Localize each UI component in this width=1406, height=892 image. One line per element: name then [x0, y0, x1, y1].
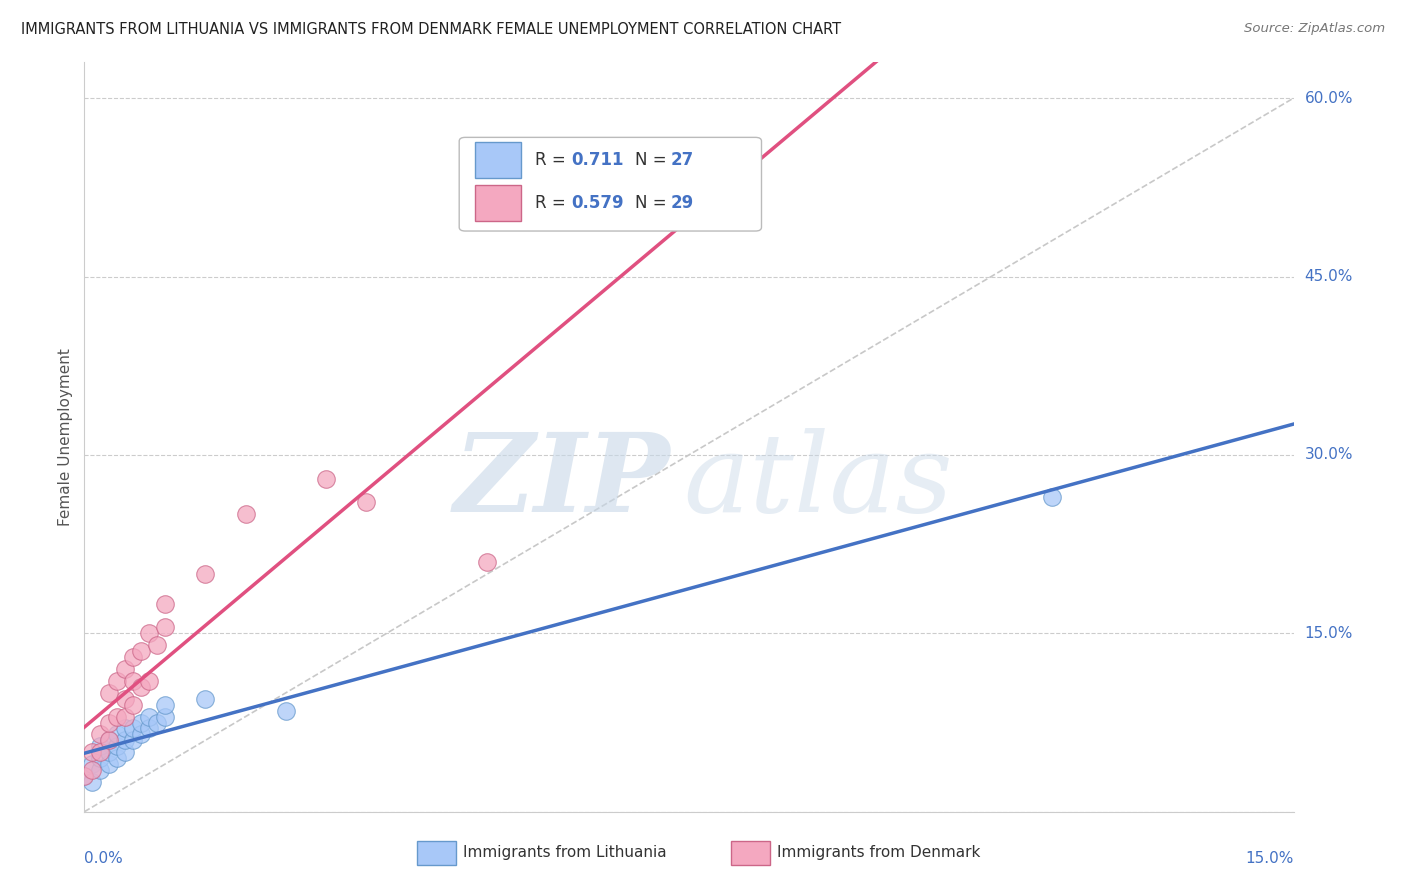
Point: [274, 704, 297, 718]
Point: [121, 698, 143, 712]
Point: [105, 709, 128, 723]
Point: [129, 727, 152, 741]
Text: atlas: atlas: [683, 428, 952, 536]
Point: [1040, 490, 1063, 504]
Point: [138, 722, 160, 736]
Point: [89, 739, 111, 754]
Point: [315, 472, 337, 486]
Text: 30.0%: 30.0%: [1305, 448, 1353, 462]
Y-axis label: Female Unemployment: Female Unemployment: [58, 348, 73, 526]
Point: [114, 745, 136, 759]
Point: [89, 727, 111, 741]
Point: [97, 733, 120, 747]
Text: Immigrants from Denmark: Immigrants from Denmark: [778, 846, 980, 861]
Point: [105, 673, 128, 688]
Point: [82, 763, 104, 777]
Point: [89, 745, 111, 759]
Point: [146, 638, 169, 652]
Point: [121, 673, 143, 688]
Point: [146, 715, 169, 730]
Point: [121, 733, 143, 747]
Point: [89, 763, 111, 777]
Text: Source: ZipAtlas.com: Source: ZipAtlas.com: [1244, 22, 1385, 36]
Text: 15.0%: 15.0%: [1305, 626, 1353, 640]
Point: [121, 650, 143, 665]
Point: [138, 709, 160, 723]
Point: [82, 757, 104, 772]
Point: [97, 745, 120, 759]
Text: 0.0%: 0.0%: [84, 851, 124, 865]
Point: [153, 620, 176, 634]
Text: 29: 29: [671, 194, 695, 211]
Point: [105, 751, 128, 765]
FancyBboxPatch shape: [731, 841, 770, 865]
Point: [73, 769, 96, 783]
Point: [105, 727, 128, 741]
Text: ZIP: ZIP: [454, 428, 671, 536]
Text: IMMIGRANTS FROM LITHUANIA VS IMMIGRANTS FROM DENMARK FEMALE UNEMPLOYMENT CORRELA: IMMIGRANTS FROM LITHUANIA VS IMMIGRANTS …: [21, 22, 841, 37]
Text: R =: R =: [536, 194, 571, 211]
Point: [121, 722, 143, 736]
Point: [477, 555, 499, 569]
Point: [97, 715, 120, 730]
Point: [138, 673, 160, 688]
FancyBboxPatch shape: [475, 185, 520, 220]
Point: [637, 186, 659, 201]
Point: [153, 698, 176, 712]
Point: [129, 644, 152, 658]
FancyBboxPatch shape: [418, 841, 456, 865]
Point: [114, 709, 136, 723]
Point: [138, 626, 160, 640]
Text: 0.711: 0.711: [572, 151, 624, 169]
Point: [153, 709, 176, 723]
FancyBboxPatch shape: [460, 137, 762, 231]
Text: 15.0%: 15.0%: [1246, 851, 1294, 865]
Point: [73, 769, 96, 783]
Point: [97, 757, 120, 772]
Point: [235, 508, 257, 522]
Point: [194, 691, 217, 706]
Point: [82, 775, 104, 789]
Point: [194, 566, 217, 581]
Text: 45.0%: 45.0%: [1305, 269, 1353, 284]
Text: Immigrants from Lithuania: Immigrants from Lithuania: [463, 846, 666, 861]
Point: [97, 686, 120, 700]
Text: 27: 27: [671, 151, 695, 169]
Point: [114, 691, 136, 706]
Point: [153, 597, 176, 611]
Point: [129, 715, 152, 730]
Point: [97, 733, 120, 747]
Point: [129, 680, 152, 694]
Text: N =: N =: [634, 151, 672, 169]
FancyBboxPatch shape: [475, 142, 520, 178]
Point: [356, 495, 378, 509]
Point: [89, 751, 111, 765]
Text: N =: N =: [634, 194, 672, 211]
Point: [114, 662, 136, 676]
Point: [105, 739, 128, 754]
Point: [114, 722, 136, 736]
Text: R =: R =: [536, 151, 571, 169]
Point: [114, 733, 136, 747]
Text: 60.0%: 60.0%: [1305, 91, 1353, 105]
Point: [82, 745, 104, 759]
Text: 0.579: 0.579: [572, 194, 624, 211]
